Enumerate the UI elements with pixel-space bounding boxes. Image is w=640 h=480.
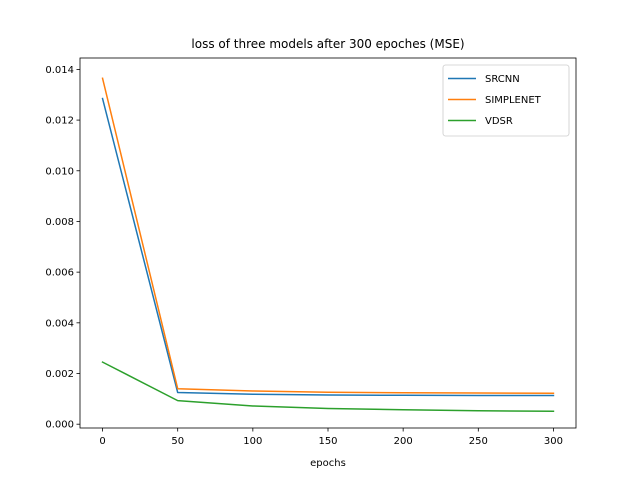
y-tick-label: 0.012	[45, 116, 74, 127]
x-axis-label: epochs	[310, 458, 346, 469]
y-axis-ticks: 0.000 0.002 0.004 0.006 0.008 0.010 0.012 0.014	[45, 65, 80, 431]
x-tick-label: 200	[394, 436, 413, 447]
x-tick-label: 300	[544, 436, 563, 447]
x-tick-label: 0	[99, 436, 105, 447]
y-tick-label: 0.002	[45, 369, 74, 380]
series-line-srcnn	[101, 97, 555, 397]
y-tick-label: 0.008	[45, 217, 74, 228]
legend-box	[442, 64, 570, 137]
legend-label-vdsr: VDSR	[485, 116, 513, 127]
x-axis-ticks: 0 50 100 150 200 250 300	[99, 428, 563, 447]
y-tick-label: 0.010	[45, 166, 74, 177]
series-line-simplenet	[101, 77, 555, 395]
plot-area: 0 50 100 150 200 250 300 0.0000.0020.0040.0060…	[45, 57, 577, 447]
legend: SRCNN SIMPLENET VDSR	[442, 64, 570, 137]
y-tick-label: 0.006	[45, 268, 74, 279]
legend-label-srcnn: SRCNN	[485, 74, 520, 85]
y-tick-label: 0.000	[45, 420, 74, 431]
series-line-vdsr	[101, 361, 555, 413]
x-tick-label: 250	[469, 436, 488, 447]
x-tick-label: 50	[171, 436, 184, 447]
legend-label-simplenet: SIMPLENET	[485, 95, 542, 106]
x-tick-label: 150	[318, 436, 337, 447]
chart-title: loss of three models after 300 epoches (…	[191, 37, 464, 51]
x-tick-label: 100	[243, 436, 262, 447]
series-layer	[101, 77, 555, 413]
y-tick-label: 0.014	[45, 65, 74, 76]
y-tick-label: 0.004	[45, 318, 74, 329]
